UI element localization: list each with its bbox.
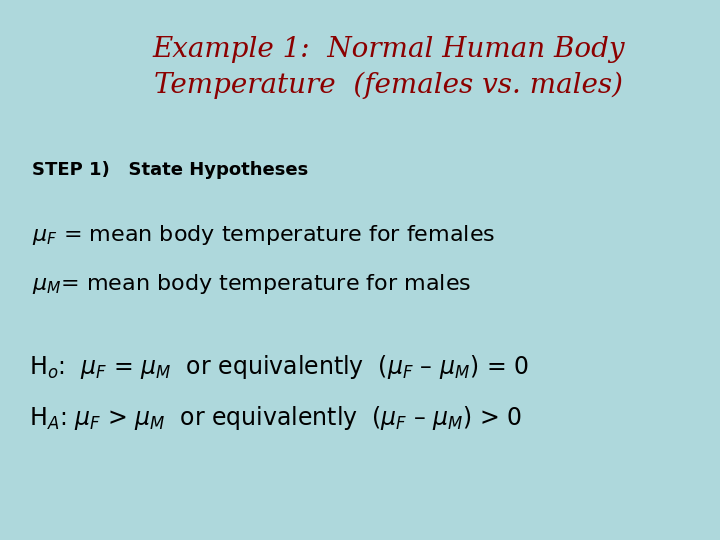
Text: Example 1:  Normal Human Body
Temperature  (females vs. males): Example 1: Normal Human Body Temperature… [153, 36, 625, 99]
Text: H$_o$:  $\mu_F$ = $\mu_M$  or equivalently  ($\mu_F$ – $\mu_M$) = 0: H$_o$: $\mu_F$ = $\mu_M$ or equivalently… [29, 353, 528, 381]
Text: STEP 1)   State Hypotheses: STEP 1) State Hypotheses [32, 161, 309, 179]
Text: $\mu_F$ = mean body temperature for females: $\mu_F$ = mean body temperature for fema… [32, 223, 496, 247]
Text: H$_A$: $\mu_F$ > $\mu_M$  or equivalently  ($\mu_F$ – $\mu_M$) > 0: H$_A$: $\mu_F$ > $\mu_M$ or equivalently… [29, 404, 522, 433]
Text: $\mu_M$= mean body temperature for males: $\mu_M$= mean body temperature for males [32, 272, 472, 295]
